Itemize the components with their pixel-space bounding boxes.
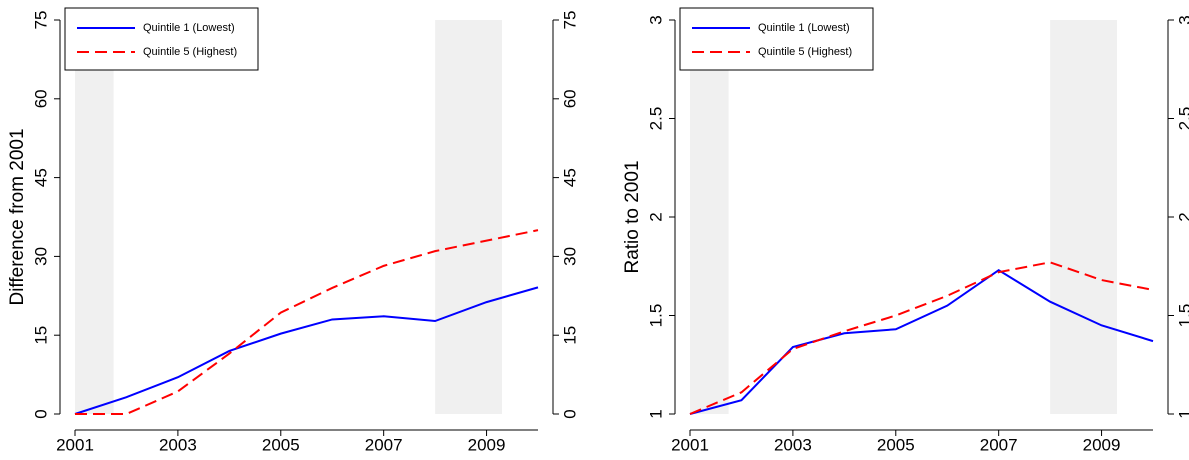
y-tick-label: 15 [31, 326, 50, 345]
y-tick-label: 45 [560, 168, 579, 187]
y-axis-label: Ratio to 2001 [622, 160, 643, 273]
data-line [689, 261, 1154, 415]
y-tick-label: 3 [1175, 15, 1189, 24]
data-line [75, 229, 539, 415]
y-tick-label: 15 [560, 326, 579, 345]
y-tick-label: 75 [560, 11, 579, 30]
x-tick-label: 2003 [159, 435, 197, 454]
x-tick-label: 2003 [774, 435, 812, 454]
y-tick-label: 1.5 [1175, 304, 1189, 328]
y-tick-label: 75 [31, 11, 50, 30]
chart-panel: 0 0 15 15 30 30 45 45 60 60 75 75 2001 2003 2005 2007 20… [7, 7, 579, 454]
y-tick-label: 1 [646, 409, 665, 418]
x-tick-label: 2009 [468, 435, 506, 454]
y-tick-label: 30 [31, 247, 50, 266]
y-tick-label: 1.5 [646, 304, 665, 328]
data-line [74, 286, 539, 415]
x-tick-label: 2007 [980, 435, 1018, 454]
y-tick-label: 60 [560, 89, 579, 108]
y-tick-label: 0 [560, 409, 579, 418]
y-tick-label: 1 [1175, 409, 1189, 418]
x-tick-label: 2005 [877, 435, 915, 454]
data-line [689, 268, 1154, 415]
shaded-region [75, 20, 114, 414]
y-tick-label: 45 [31, 168, 50, 187]
legend-label: Quintile 5 (Highest) [143, 46, 237, 58]
y-tick-label: 2 [646, 212, 665, 221]
shaded-region [435, 20, 502, 414]
legend-label: Quintile 5 (Highest) [758, 46, 852, 58]
chart-panel: 1 1 1.5 1.5 2 2 2.5 2.5 3 3 2001 2003 2005 2007 2009 Ra… [622, 7, 1189, 454]
legend-box [679, 7, 874, 71]
x-tick-label: 2001 [671, 435, 709, 454]
legend-box [64, 7, 259, 71]
legend-label: Quintile 1 (Lowest) [143, 22, 235, 34]
y-tick-label: 60 [31, 89, 50, 108]
shaded-region [690, 20, 729, 414]
y-axis-label: Difference from 2001 [7, 128, 28, 305]
legend-label: Quintile 1 (Lowest) [758, 22, 850, 34]
x-tick-label: 2007 [365, 435, 403, 454]
shaded-region [1050, 20, 1117, 414]
y-tick-label: 2 [1175, 212, 1189, 221]
x-tick-label: 2001 [56, 435, 94, 454]
x-tick-label: 2005 [262, 435, 300, 454]
x-tick-label: 2009 [1083, 435, 1121, 454]
y-tick-label: 0 [31, 409, 50, 418]
y-tick-label: 30 [560, 247, 579, 266]
y-tick-label: 2.5 [1175, 107, 1189, 131]
y-tick-label: 2.5 [646, 107, 665, 131]
y-tick-label: 3 [646, 15, 665, 24]
